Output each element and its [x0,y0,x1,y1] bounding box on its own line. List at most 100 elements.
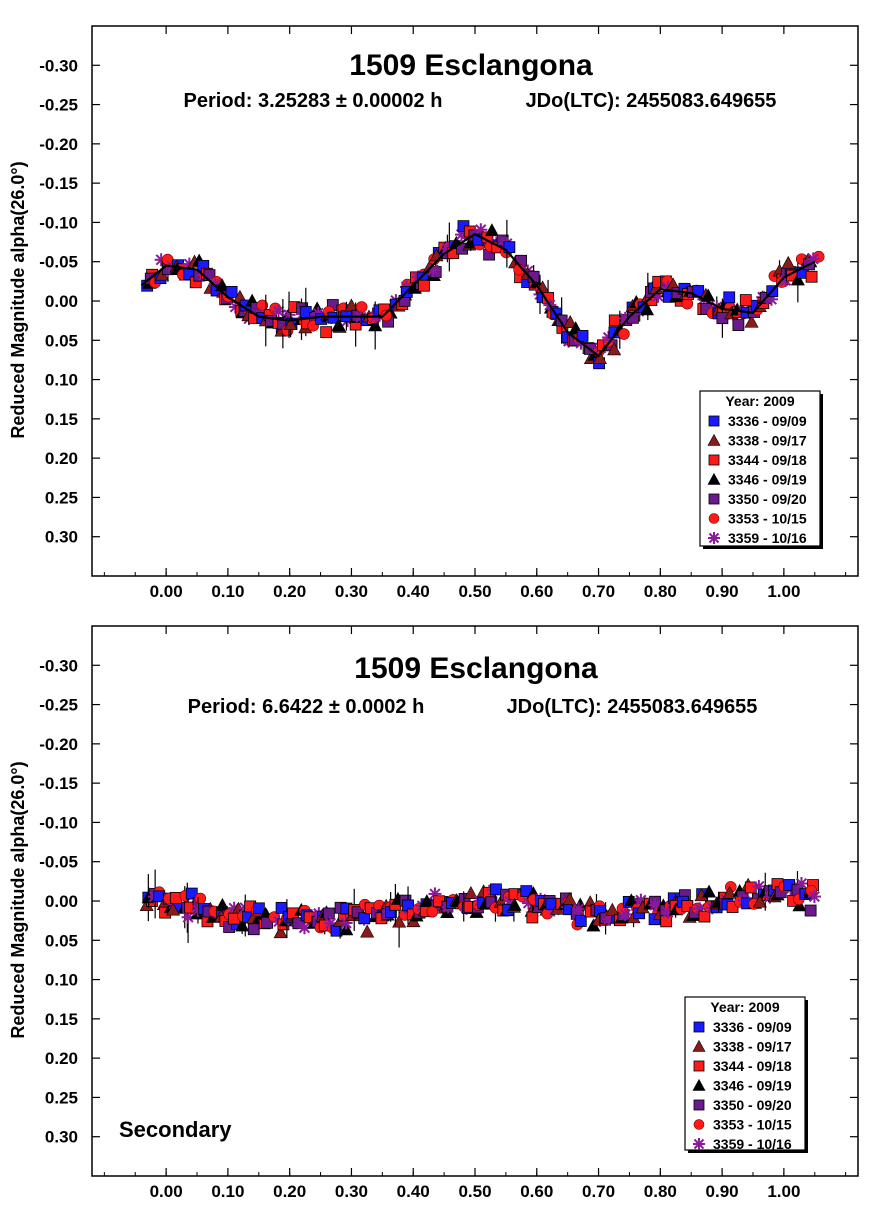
data-point [474,223,488,237]
legend-marker [693,1119,705,1130]
y-tick-label: -0.20 [39,135,78,154]
data-point [360,924,375,938]
data-point [320,326,333,339]
data-point [166,902,181,916]
legend-marker [693,1099,705,1111]
legend-entry-label: 3338 - 09/17 [728,433,807,449]
legend-entry-label: 3338 - 09/17 [713,1039,792,1055]
data-point [781,255,796,269]
data-point [732,319,745,331]
chart-period-top: Period: 3.25283 ± 0.00002 h [184,90,443,112]
data-point [418,279,430,292]
y-tick-label: 0.25 [45,1088,78,1107]
y-tick-label: 0.15 [45,410,78,429]
y-tick-label: 0.25 [45,488,78,507]
legend-entry-label: 3344 - 09/18 [713,1058,792,1074]
chart-title-top: 1509 Esclangona [349,49,593,82]
data-point [804,904,817,917]
data-point [256,299,269,312]
x-tick-label: 0.30 [335,1182,368,1201]
y-tick-label: -0.30 [39,56,78,75]
axis-ticks-bottom: 0.00 0.10 0.20 0.30 0.40 0.50 0.60 0.70 0.80 0.90… [39,626,858,1201]
chart-title-bottom: 1509 Esclangona [354,652,598,685]
y-tick-label: 0.10 [45,971,78,990]
legend-entry-label: 3353 - 10/15 [728,511,807,527]
data-point [555,314,568,327]
legend-entry-label: 3344 - 09/18 [728,452,807,468]
data-point [752,894,767,908]
x-tick-label: 0.80 [644,1182,677,1201]
y-tick-label: -0.05 [39,253,78,272]
data-point [358,912,371,925]
chart-period-bottom: Period: 6.6422 ± 0.0002 h [188,696,425,718]
legend-shadow-top [703,546,823,549]
legend-entry-label: 3336 - 09/09 [713,1019,792,1035]
y-tick-label: 0.30 [45,1128,78,1147]
data-point [744,314,759,328]
x-tick-label: 0.90 [706,1182,739,1201]
x-tick-label: 0.40 [397,582,430,601]
data-point [790,272,805,286]
legend-bottom: Year: 2009 3336 - 09/09 3338 - 09/17 3344 … [684,996,808,1153]
data-point [640,302,655,316]
legend-marker [708,532,720,544]
legend-marker [707,433,721,446]
legend-shadow-side-top [820,394,823,549]
x-tick-label: 0.50 [458,582,491,601]
legend-title-top: Year: 2009 [725,393,794,409]
axis-ticks-top: 0.00 0.10 0.20 0.30 0.40 0.50 0.60 0.70 0.80 0.90… [39,26,858,601]
x-tick-label: 0.60 [520,1182,553,1201]
y-tick-label: -0.15 [39,774,78,793]
legend-title-bottom: Year: 2009 [710,999,779,1015]
x-tick-label: 0.00 [150,582,183,601]
legend-shadow-side-bottom [805,1000,808,1153]
chart-epoch-top: JDo(LTC): 2455083.649655 [526,90,777,112]
data-point [660,915,673,928]
data-point [331,318,346,332]
data-point [698,910,711,923]
y-tick-label: 0.00 [45,292,78,311]
x-tick-label: 0.10 [211,582,244,601]
y-tick-label: -0.10 [39,213,78,232]
x-tick-label: 0.30 [335,582,368,601]
data-point [225,285,238,298]
chart-epoch-bottom: JDo(LTC): 2455083.649655 [507,696,758,718]
panel-bottom: 1509 Esclangona Period: 6.6422 ± 0.0002 … [8,625,859,1201]
y-tick-label: -0.05 [39,853,78,872]
x-tick-label: 0.80 [644,582,677,601]
data-point [723,291,736,304]
y-tick-label: -0.30 [39,656,78,675]
y-tick-label: 0.05 [45,931,78,950]
x-tick-label: 0.20 [273,1182,306,1201]
legend-marker [708,454,720,466]
data-point [592,351,607,364]
data-point [194,892,207,905]
data-point [744,881,757,894]
data-point [252,902,265,915]
y-tick-label: 0.20 [45,1049,78,1068]
data-point [463,886,478,899]
y-tick-label: -0.10 [39,813,78,832]
legend-entry-label: 3359 - 10/16 [713,1136,792,1152]
data-point [322,907,335,920]
legend-marker [692,1078,706,1091]
x-tick-label: 0.50 [458,1182,491,1201]
data-point [608,314,621,327]
data-point [805,270,818,283]
data-point [618,328,630,340]
y-tick-label: -0.25 [39,96,78,115]
data-point [261,916,274,929]
legend-entry-label: 3346 - 09/19 [713,1078,792,1094]
y-tick-label: -0.20 [39,735,78,754]
x-tick-label: 0.40 [397,1182,430,1201]
data-point [722,885,737,899]
y-axis-label-bottom: Reduced Magnitude alpha(26.0°) [8,761,28,1038]
legend-marker [693,1021,705,1033]
data-point [605,902,620,916]
legend-top: Year: 2009 3336 - 09/09 3338 - 09/17 3344 … [699,390,823,549]
legend-marker [693,1138,705,1150]
data-point [576,330,589,342]
x-tick-label: 1.00 [767,582,800,601]
x-tick-label: 0.60 [520,582,553,601]
